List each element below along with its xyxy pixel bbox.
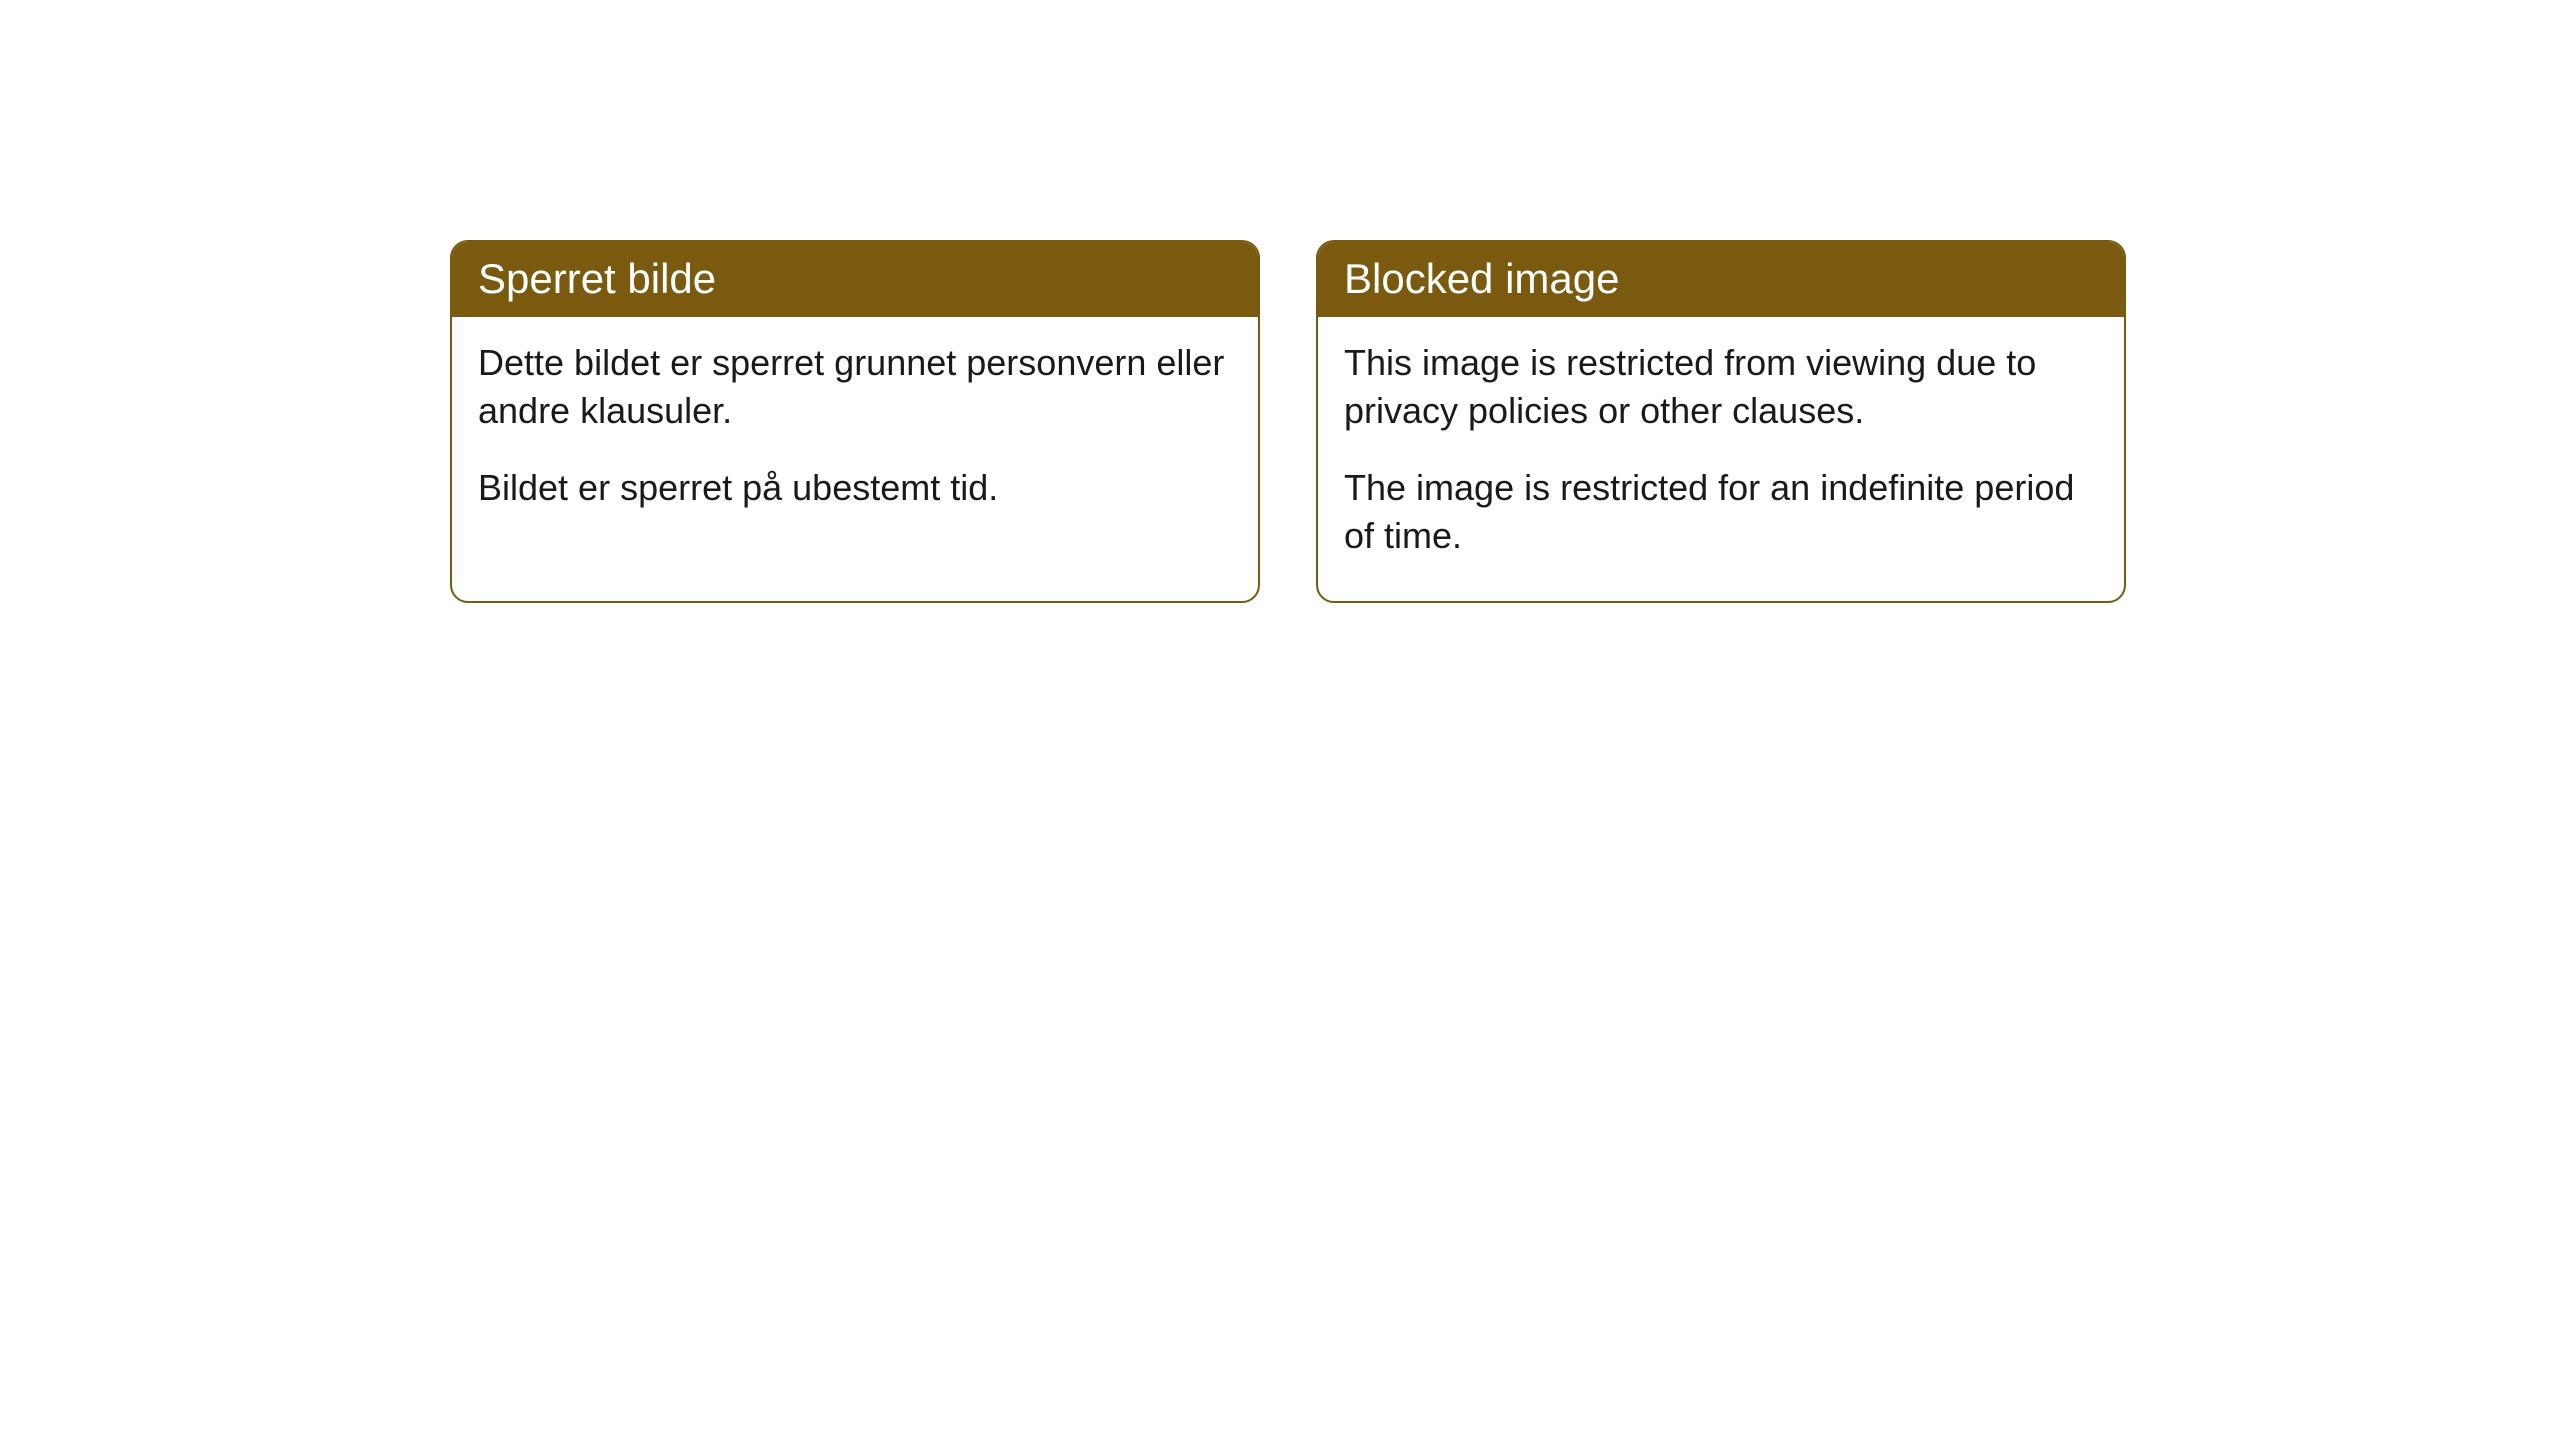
card-paragraph: Bildet er sperret på ubestemt tid. bbox=[478, 464, 1232, 513]
blocked-image-card-norwegian: Sperret bilde Dette bildet er sperret gr… bbox=[450, 240, 1260, 603]
card-body: This image is restricted from viewing du… bbox=[1318, 317, 2124, 601]
card-paragraph: The image is restricted for an indefinit… bbox=[1344, 464, 2098, 561]
card-body: Dette bildet er sperret grunnet personve… bbox=[452, 317, 1258, 553]
card-title: Sperret bilde bbox=[478, 255, 716, 302]
notice-cards-container: Sperret bilde Dette bildet er sperret gr… bbox=[450, 240, 2126, 603]
blocked-image-card-english: Blocked image This image is restricted f… bbox=[1316, 240, 2126, 603]
card-paragraph: This image is restricted from viewing du… bbox=[1344, 339, 2098, 436]
card-header: Sperret bilde bbox=[452, 242, 1258, 317]
card-header: Blocked image bbox=[1318, 242, 2124, 317]
card-title: Blocked image bbox=[1344, 255, 1619, 302]
card-paragraph: Dette bildet er sperret grunnet personve… bbox=[478, 339, 1232, 436]
